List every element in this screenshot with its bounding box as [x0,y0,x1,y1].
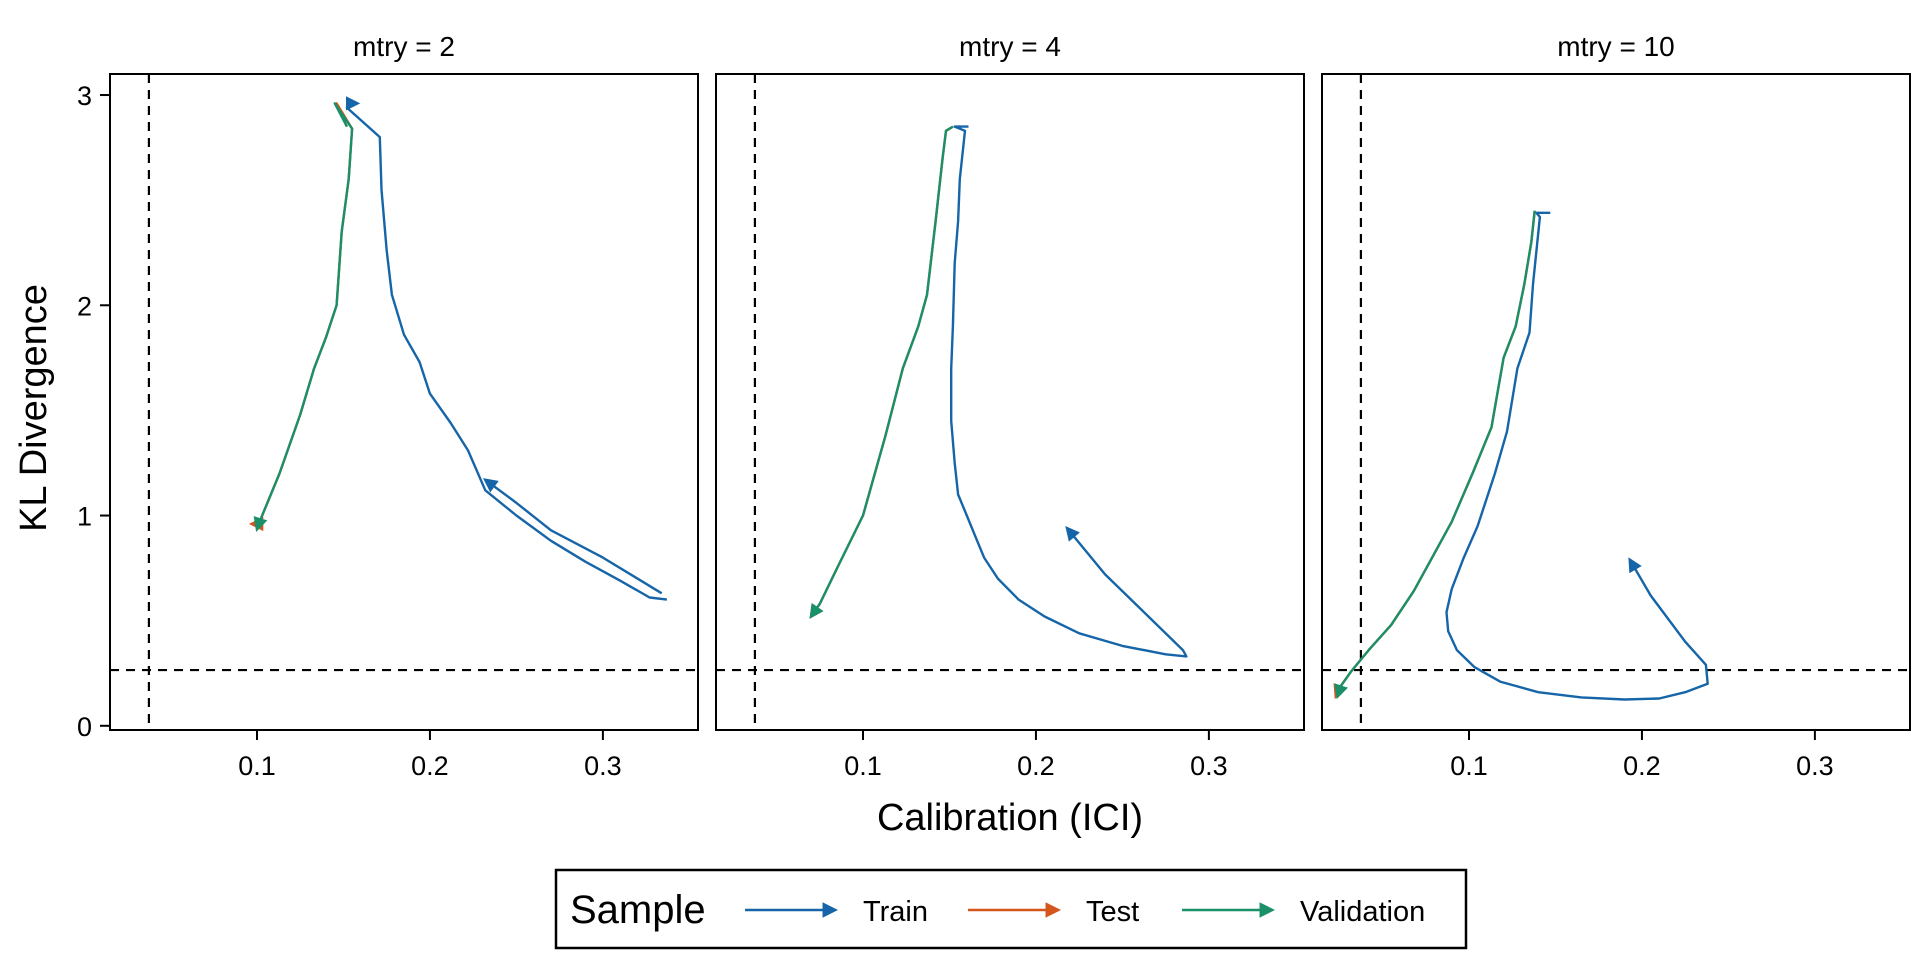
legend-title: Sample [570,888,706,932]
x-tick-label: 0.2 [411,751,449,781]
series-line-validation [253,102,354,532]
legend-entry-test: Test [968,896,1139,928]
x-tick-label: 0.1 [238,751,276,781]
legend-label: Train [863,896,928,928]
y-tick-label: 3 [77,81,92,111]
series-line-validation [809,125,954,619]
x-tick-label: 0.3 [1190,751,1228,781]
y-tick-label: 0 [77,712,92,742]
x-tick-label: 0.1 [844,751,882,781]
x-tick-label: 0.1 [1450,751,1488,781]
legend-label: Test [1086,896,1139,928]
y-axis-title: KL Divergence [13,284,55,532]
series-line-test [248,102,354,532]
series-line-test [1333,210,1536,700]
x-axis-title: Calibration (ICI) [877,797,1143,839]
panel-frame [1321,73,1911,731]
x-tick-label: 0.2 [1017,751,1055,781]
legend-label: Validation [1300,896,1425,928]
panel-frame [109,73,699,731]
series-line-test [809,125,954,619]
x-tick-label: 0.3 [1796,751,1834,781]
series-line-train [1445,211,1709,701]
panel-1: mtry = 2 0.1 0.2 0.3 0 1 2 3 [77,31,699,781]
x-tick-label: 0.2 [1623,751,1661,781]
y-tick-label: 2 [77,291,92,321]
panel-3: mtry = 10 0.1 0.2 0.3 [1321,31,1911,781]
panel-title: mtry = 2 [353,31,455,62]
panel-frame [715,73,1305,731]
panel-title: mtry = 4 [959,31,1061,62]
panel-title: mtry = 10 [1557,31,1674,62]
series-line-train [345,96,668,601]
legend-entry-validation: Validation [1182,896,1425,928]
y-tick-label: 1 [77,502,92,532]
legend-entry-train: Train [745,896,928,928]
series-line-validation [1334,210,1536,700]
series-line-train [950,125,1188,658]
panel-2: mtry = 4 0.1 0.2 0.3 [715,31,1305,781]
series-line-train [482,478,663,595]
legend: Sample Train Test Validation [554,868,1468,950]
x-tick-label: 0.3 [584,751,622,781]
